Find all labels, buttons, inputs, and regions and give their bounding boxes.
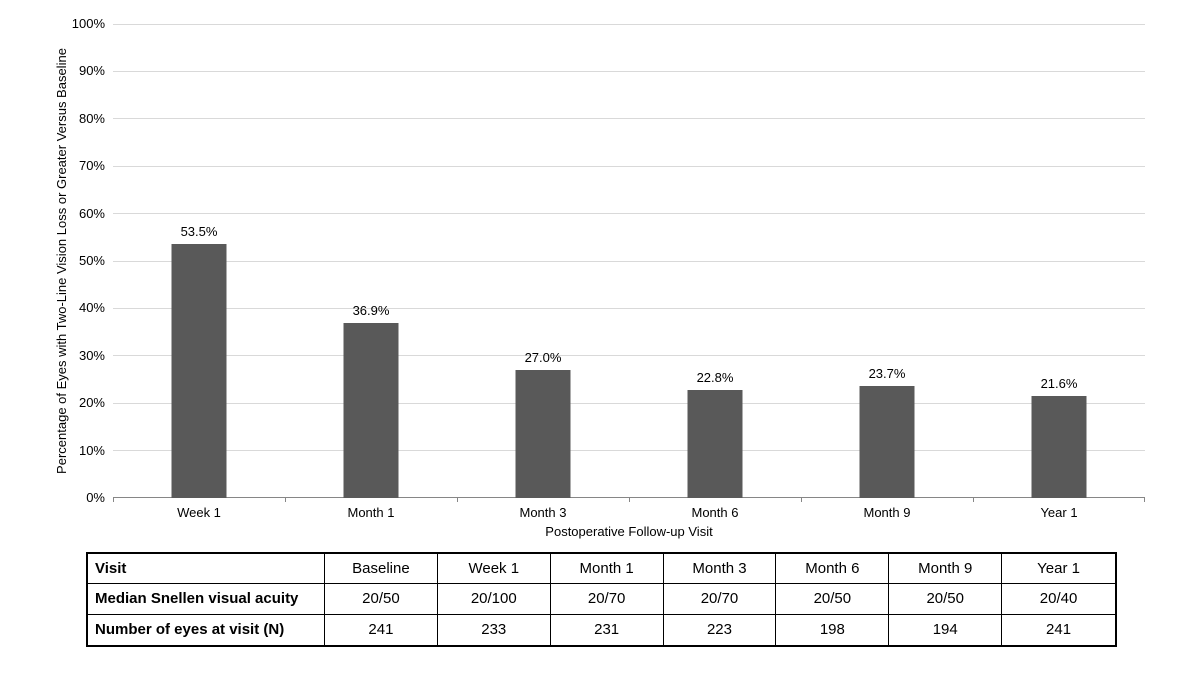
- bar-slot: 21.6% Year 1: [973, 24, 1145, 520]
- bar: [1031, 395, 1087, 498]
- table-cell: Week 1: [437, 554, 551, 585]
- y-axis-tick-label: 60%: [78, 205, 105, 221]
- table-cell: 241: [325, 614, 438, 645]
- y-axis-tick-label: 100%: [71, 16, 105, 31]
- gridline: [113, 70, 1145, 72]
- gridline: [113, 260, 1145, 262]
- bar-value-label: 53.5%: [180, 224, 218, 240]
- table-cell: 223: [664, 614, 777, 645]
- bar-slot: 22.8% Month 6: [629, 24, 801, 520]
- bar-slot: 27.0% Month 3: [457, 24, 629, 520]
- gridline: [113, 165, 1145, 167]
- table-row-label: Visit: [88, 554, 325, 585]
- y-axis-tick-label: 20%: [78, 395, 105, 411]
- x-axis-category-label: Week 1: [177, 505, 221, 520]
- y-axis-tick-label: 10%: [78, 442, 105, 458]
- gridline: [113, 307, 1145, 309]
- table-cell: 198: [776, 614, 890, 645]
- y-axis-tick-label: 90%: [78, 63, 105, 79]
- gridline: [113, 118, 1145, 120]
- x-axis-tick: [285, 498, 286, 502]
- bar-slot: 23.7% Month 9: [801, 24, 973, 520]
- x-axis-tick: [113, 498, 114, 502]
- table-cell: 194: [889, 614, 1003, 645]
- bar-slot: 53.5% Week 1: [113, 24, 285, 520]
- table-cell: Month 6: [776, 554, 890, 585]
- x-axis-category-label: Year 1: [1040, 505, 1078, 520]
- table-cell: Month 9: [889, 554, 1003, 585]
- gridline: [113, 213, 1145, 215]
- y-axis-tick-label: 40%: [78, 300, 105, 316]
- y-axis-tick-label: 70%: [78, 158, 105, 174]
- x-axis-tick: [973, 498, 974, 502]
- table-row-label: Median Snellen visual acuity: [88, 584, 325, 615]
- table-cell: 231: [551, 614, 664, 645]
- x-axis-category-label: Month 6: [691, 505, 739, 520]
- bar: [687, 389, 743, 498]
- table-cell: 20/100: [437, 584, 551, 615]
- bar: [171, 244, 227, 498]
- bar-value-label: 36.9%: [352, 303, 390, 319]
- table-cell: Year 1: [1002, 554, 1115, 585]
- table-cell: 20/50: [325, 584, 438, 615]
- x-axis-tick: [629, 498, 630, 502]
- gridline: [113, 450, 1145, 452]
- x-axis-tick: [801, 498, 802, 502]
- y-axis-tick-label: 50%: [78, 253, 105, 268]
- x-axis-line: [113, 496, 1145, 498]
- table-cell: Month 3: [663, 554, 777, 585]
- table-cell: Month 1: [550, 554, 664, 585]
- bar: [515, 370, 571, 498]
- x-axis-category-label: Month 9: [863, 505, 911, 520]
- table-row-label: Number of eyes at visit (N): [88, 614, 325, 645]
- y-axis-tick-labels: 0% 10% 20% 30% 40% 50% 60% 70% 80% 90% 100%: [0, 16, 105, 505]
- y-axis-tick-label: 30%: [78, 347, 105, 363]
- x-axis-category-label: Month 1: [347, 505, 395, 520]
- y-axis-tick-label: 0%: [86, 490, 105, 505]
- plot-area: 53.5% Week 1 36.9% Month 1 27.0% Month 3 22.8%…: [113, 23, 1145, 520]
- bar-value-label: 21.6%: [1040, 375, 1078, 391]
- table-cell: 241: [1046, 621, 1072, 639]
- table-cell: 20/70: [663, 584, 777, 615]
- x-axis-title: Postoperative Follow-up Visit: [545, 524, 713, 539]
- bar-value-label: 23.7%: [868, 365, 906, 381]
- table-cell: 20/70: [550, 584, 664, 615]
- gridline: [113, 402, 1145, 404]
- bar-value-label: 27.0%: [524, 350, 562, 366]
- summary-table: Visit Baseline Week 1 Month 1 Month 3 Month 6…: [86, 552, 1117, 647]
- y-axis-tick-label: 80%: [78, 110, 105, 126]
- gridline: [113, 23, 1145, 25]
- table-cell: Baseline: [325, 554, 438, 585]
- table-cell: 20/50: [889, 584, 1003, 615]
- bar-value-label: 22.8%: [696, 369, 734, 385]
- table-cell: 20/50: [776, 584, 890, 615]
- table-cell: 233: [438, 614, 551, 645]
- bar-slot: 36.9% Month 1: [285, 24, 457, 520]
- bar: [343, 323, 399, 498]
- x-axis-tick: [1144, 498, 1145, 502]
- table-cell: 20/40: [1002, 584, 1115, 615]
- x-axis-category-label: Month 3: [519, 505, 567, 520]
- bar: [859, 385, 915, 498]
- gridline: [113, 355, 1145, 357]
- x-axis-tick: [457, 498, 458, 502]
